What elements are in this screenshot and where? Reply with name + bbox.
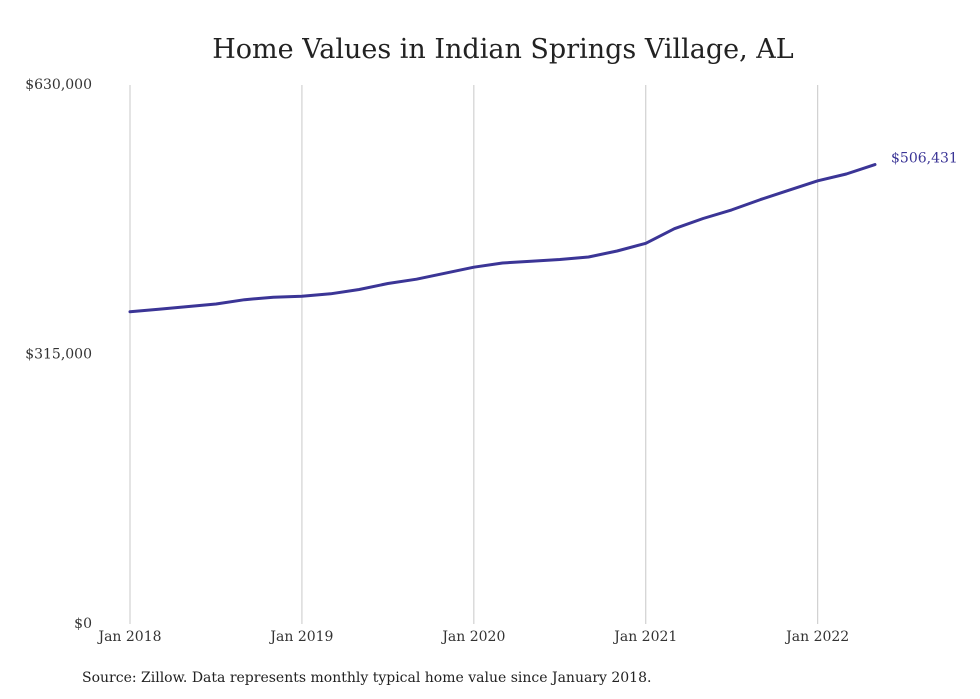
x-axis-ticks: Jan 2018 Jan 2019 Jan 2020 Jan 2021 Jan 2022 bbox=[96, 629, 849, 645]
x-tick-label: Jan 2022 bbox=[784, 629, 849, 645]
series-line-home-value bbox=[128, 163, 877, 314]
x-tick-label: Jan 2018 bbox=[96, 629, 161, 645]
y-tick-label: $630,000 bbox=[25, 77, 92, 93]
y-tick-label: $315,000 bbox=[25, 347, 92, 363]
x-tick-label: Jan 2021 bbox=[612, 629, 677, 645]
end-value-label: $506,431 bbox=[891, 151, 958, 167]
source-note: Source: Zillow. Data represents monthly … bbox=[82, 670, 651, 686]
y-axis-ticks: $630,000 $315,000 $0 bbox=[25, 77, 92, 632]
x-tick-label: Jan 2020 bbox=[440, 629, 505, 645]
chart-title: Home Values in Indian Springs Village, A… bbox=[212, 34, 794, 65]
gridlines bbox=[129, 85, 819, 624]
y-tick-label: $0 bbox=[74, 616, 92, 632]
x-tick-label: Jan 2019 bbox=[268, 629, 333, 645]
